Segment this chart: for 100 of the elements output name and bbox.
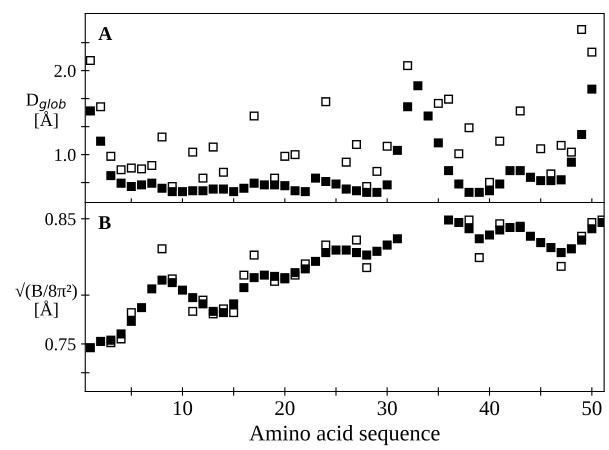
- x-axis-title: Amino acid sequence: [249, 424, 440, 446]
- point: [239, 184, 248, 193]
- point: [403, 61, 412, 70]
- point: [403, 102, 412, 112]
- point: [424, 111, 433, 120]
- point: [587, 84, 596, 94]
- point: [454, 180, 464, 189]
- point: [454, 218, 464, 228]
- point: [413, 81, 422, 90]
- point: [208, 184, 218, 194]
- point: [229, 299, 238, 308]
- point: [137, 180, 146, 190]
- point: [290, 150, 300, 160]
- point: [290, 186, 300, 196]
- point: [126, 316, 136, 326]
- point: [536, 176, 546, 186]
- point: [516, 166, 525, 176]
- point: [331, 180, 341, 189]
- point: [178, 286, 187, 295]
- point: [300, 264, 310, 274]
- point: [188, 148, 198, 157]
- point: [362, 188, 372, 197]
- point: [454, 149, 464, 158]
- point: [116, 165, 126, 174]
- point: [208, 306, 218, 316]
- point: [116, 329, 126, 338]
- point: [208, 142, 218, 152]
- point: [444, 216, 454, 225]
- x-tick-label: 50: [582, 401, 602, 416]
- point: [587, 224, 596, 234]
- point: [147, 161, 156, 170]
- point: [250, 178, 259, 188]
- point: [331, 246, 341, 255]
- point: [106, 152, 116, 161]
- point: [158, 132, 167, 142]
- point: [290, 268, 300, 278]
- point: [96, 102, 106, 112]
- point: [566, 148, 576, 157]
- point: [311, 174, 320, 183]
- y-axis-title: √(B/8π²) [Å]: [16, 282, 77, 318]
- point: [536, 144, 546, 154]
- point: [137, 164, 146, 174]
- point: [158, 184, 167, 193]
- point: [218, 168, 228, 177]
- point: [270, 180, 280, 190]
- point: [168, 278, 177, 288]
- point: [126, 308, 136, 318]
- point: [566, 244, 576, 254]
- point: [556, 248, 566, 258]
- point: [495, 180, 504, 189]
- point: [505, 223, 514, 232]
- point: [352, 140, 361, 150]
- point: [587, 48, 596, 57]
- point: [147, 178, 156, 188]
- point: [382, 240, 392, 250]
- point: [86, 56, 95, 66]
- point: [321, 97, 330, 106]
- point: [188, 186, 198, 196]
- point: [464, 188, 474, 197]
- point: [342, 246, 351, 255]
- point: [321, 248, 330, 258]
- point: [250, 111, 259, 120]
- point: [260, 180, 269, 190]
- point: [352, 236, 361, 245]
- point: [229, 187, 238, 196]
- y-tick-label: 0.85: [45, 213, 76, 226]
- point: [536, 238, 546, 248]
- point: [434, 138, 443, 148]
- point: [484, 186, 494, 196]
- point: [342, 158, 351, 167]
- point: [505, 166, 514, 176]
- point: [250, 273, 259, 282]
- point: [321, 240, 330, 250]
- point: [577, 130, 586, 139]
- point: [188, 293, 198, 302]
- point: [464, 216, 474, 225]
- point: [229, 308, 238, 318]
- point: [198, 299, 208, 308]
- point: [352, 248, 361, 258]
- point: [444, 166, 454, 176]
- point: [372, 188, 382, 197]
- point: [392, 234, 402, 244]
- point: [362, 250, 372, 260]
- point: [546, 243, 556, 252]
- point: [280, 152, 290, 161]
- point: [158, 244, 167, 254]
- point: [372, 166, 382, 176]
- x-tick-label: 30: [378, 401, 397, 416]
- x-tick-label: 20: [275, 401, 294, 416]
- point: [260, 270, 269, 280]
- point: [444, 94, 454, 104]
- point: [218, 308, 228, 318]
- point: [270, 272, 280, 281]
- point: [300, 187, 310, 196]
- x-tick-label: 40: [479, 401, 500, 416]
- point: [434, 98, 443, 108]
- y-tick-label: 0.75: [45, 338, 76, 350]
- annotation: A: [98, 27, 112, 40]
- point: [126, 164, 136, 173]
- point: [577, 24, 586, 34]
